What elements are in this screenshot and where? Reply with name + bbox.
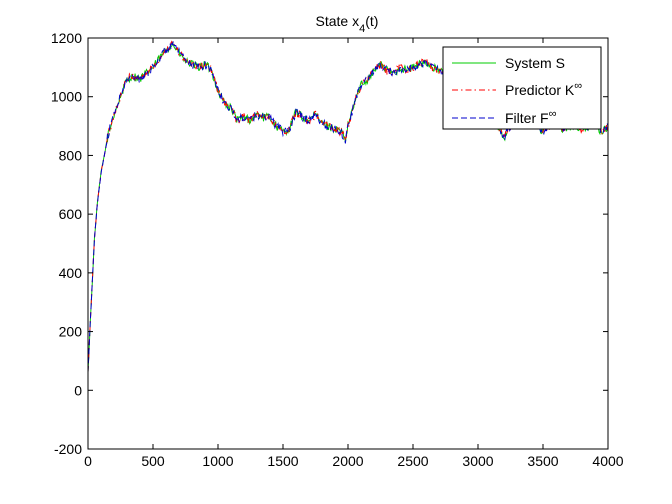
x-tick-label: 500 — [141, 453, 165, 469]
chart-title-subscript: 4 — [359, 23, 365, 35]
y-tick-label: 0 — [74, 382, 82, 398]
legend-box — [442, 46, 602, 130]
legend-label: Filter F∞ — [505, 108, 556, 126]
x-tick-label: 1500 — [267, 453, 298, 469]
chart-title-suffix: (t) — [365, 13, 378, 29]
chart-title-main: State x — [316, 13, 360, 29]
legend-label-main: Filter F — [505, 110, 549, 126]
x-tick-label: 3500 — [527, 453, 558, 469]
y-tick-label: 1200 — [51, 30, 82, 46]
x-tick-label: 0 — [84, 453, 92, 469]
legend-label-main: System S — [505, 55, 565, 71]
y-tick-label: 800 — [59, 147, 83, 163]
x-tick-label: 1000 — [202, 453, 233, 469]
ticks-layer: 0 500 1000 1500 2000 2500 3000 3500 4000-2000200… — [51, 30, 624, 469]
y-tick-label: 200 — [59, 324, 83, 340]
y-tick-label: 600 — [59, 206, 83, 222]
x-tick-label: 3000 — [462, 453, 493, 469]
legend-label-superscript: ∞ — [549, 108, 557, 120]
series-line — [87, 40, 609, 373]
y-tick-label: 1000 — [51, 89, 82, 105]
series-line — [87, 41, 609, 373]
legend-label-main: Predictor K — [505, 82, 575, 98]
y-tick-label: 400 — [59, 265, 83, 281]
legend-label-superscript: ∞ — [574, 80, 582, 92]
legend-label: Predictor K∞ — [505, 80, 582, 98]
x-tick-label: 4000 — [592, 453, 623, 469]
y-tick-label: -200 — [54, 441, 82, 457]
chart-title: State x4(t) — [316, 13, 379, 35]
x-tick-label: 2000 — [332, 453, 363, 469]
legend-label: System S — [505, 55, 565, 71]
x-tick-label: 2500 — [397, 453, 428, 469]
